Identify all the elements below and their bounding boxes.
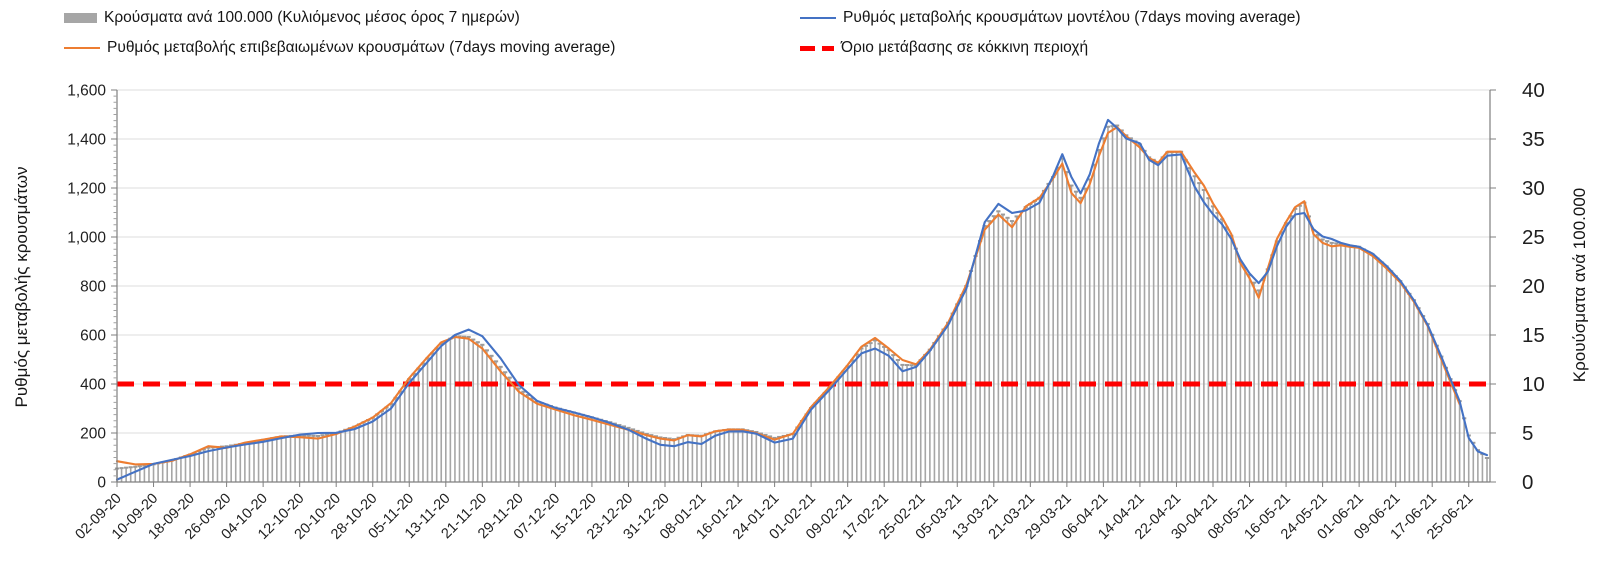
x-axis-tick-labels: 02-09-2010-09-2018-09-2026-09-2004-10-20… xyxy=(72,482,1477,543)
legend-label: Κρούσματα ανά 100.000 (Κυλιόμενος μέσος … xyxy=(104,9,520,26)
svg-text:0: 0 xyxy=(1522,471,1533,494)
svg-text:200: 200 xyxy=(80,426,106,443)
left-axis-tick-labels: 0 200 400 600 800 1,000 1,200 1,400 1,600 xyxy=(67,83,106,492)
svg-text:35: 35 xyxy=(1522,128,1545,151)
legend-item-red-zone-threshold: Όριο μετάβασης σε κόκκινη περιοχή xyxy=(800,38,1088,58)
svg-text:0: 0 xyxy=(97,475,106,492)
legend-item-confirmed-rate: Ρυθμός μεταβολής επιβεβαιωμένων κρουσμάτ… xyxy=(64,38,615,58)
legend-label: Ρυθμός μεταβολής επιβεβαιωμένων κρουσμάτ… xyxy=(107,39,616,56)
legend-item-cases-per-100k: Κρούσματα ανά 100.000 (Κυλιόμενος μέσος … xyxy=(64,8,520,28)
svg-text:30: 30 xyxy=(1522,177,1545,200)
red-dash-swatch-icon xyxy=(800,45,834,51)
right-axis-tick-labels: 0 5 10 15 20 25 30 35 40 xyxy=(1522,79,1545,494)
svg-text:600: 600 xyxy=(80,328,106,345)
bar-swatch-icon xyxy=(64,13,97,23)
legend-label: Όριο μετάβασης σε κόκκινη περιοχή xyxy=(841,39,1089,56)
svg-text:40: 40 xyxy=(1522,79,1545,102)
svg-text:20: 20 xyxy=(1522,275,1545,298)
axes xyxy=(111,89,1496,483)
svg-text:25: 25 xyxy=(1522,226,1545,249)
svg-text:800: 800 xyxy=(80,279,106,296)
orange-line-swatch-icon xyxy=(64,46,100,50)
svg-text:15: 15 xyxy=(1522,324,1545,347)
svg-text:5: 5 xyxy=(1522,422,1533,445)
svg-text:10: 10 xyxy=(1522,373,1545,396)
model-rate-line xyxy=(115,118,1489,481)
bars-series xyxy=(114,124,1490,483)
svg-text:1,200: 1,200 xyxy=(67,181,106,198)
legend-item-model-rate: Ρυθμός μεταβολής κρουσμάτων μοντέλου (7d… xyxy=(800,8,1301,28)
svg-text:1,400: 1,400 xyxy=(67,132,106,149)
svg-text:400: 400 xyxy=(80,377,106,394)
legend-label: Ρυθμός μεταβολής κρουσμάτων μοντέλου (7d… xyxy=(843,9,1301,26)
svg-text:1,600: 1,600 xyxy=(67,83,106,100)
confirmed-rate-line xyxy=(115,126,1461,466)
svg-text:1,000: 1,000 xyxy=(67,230,106,247)
blue-line-swatch-icon xyxy=(800,16,836,20)
